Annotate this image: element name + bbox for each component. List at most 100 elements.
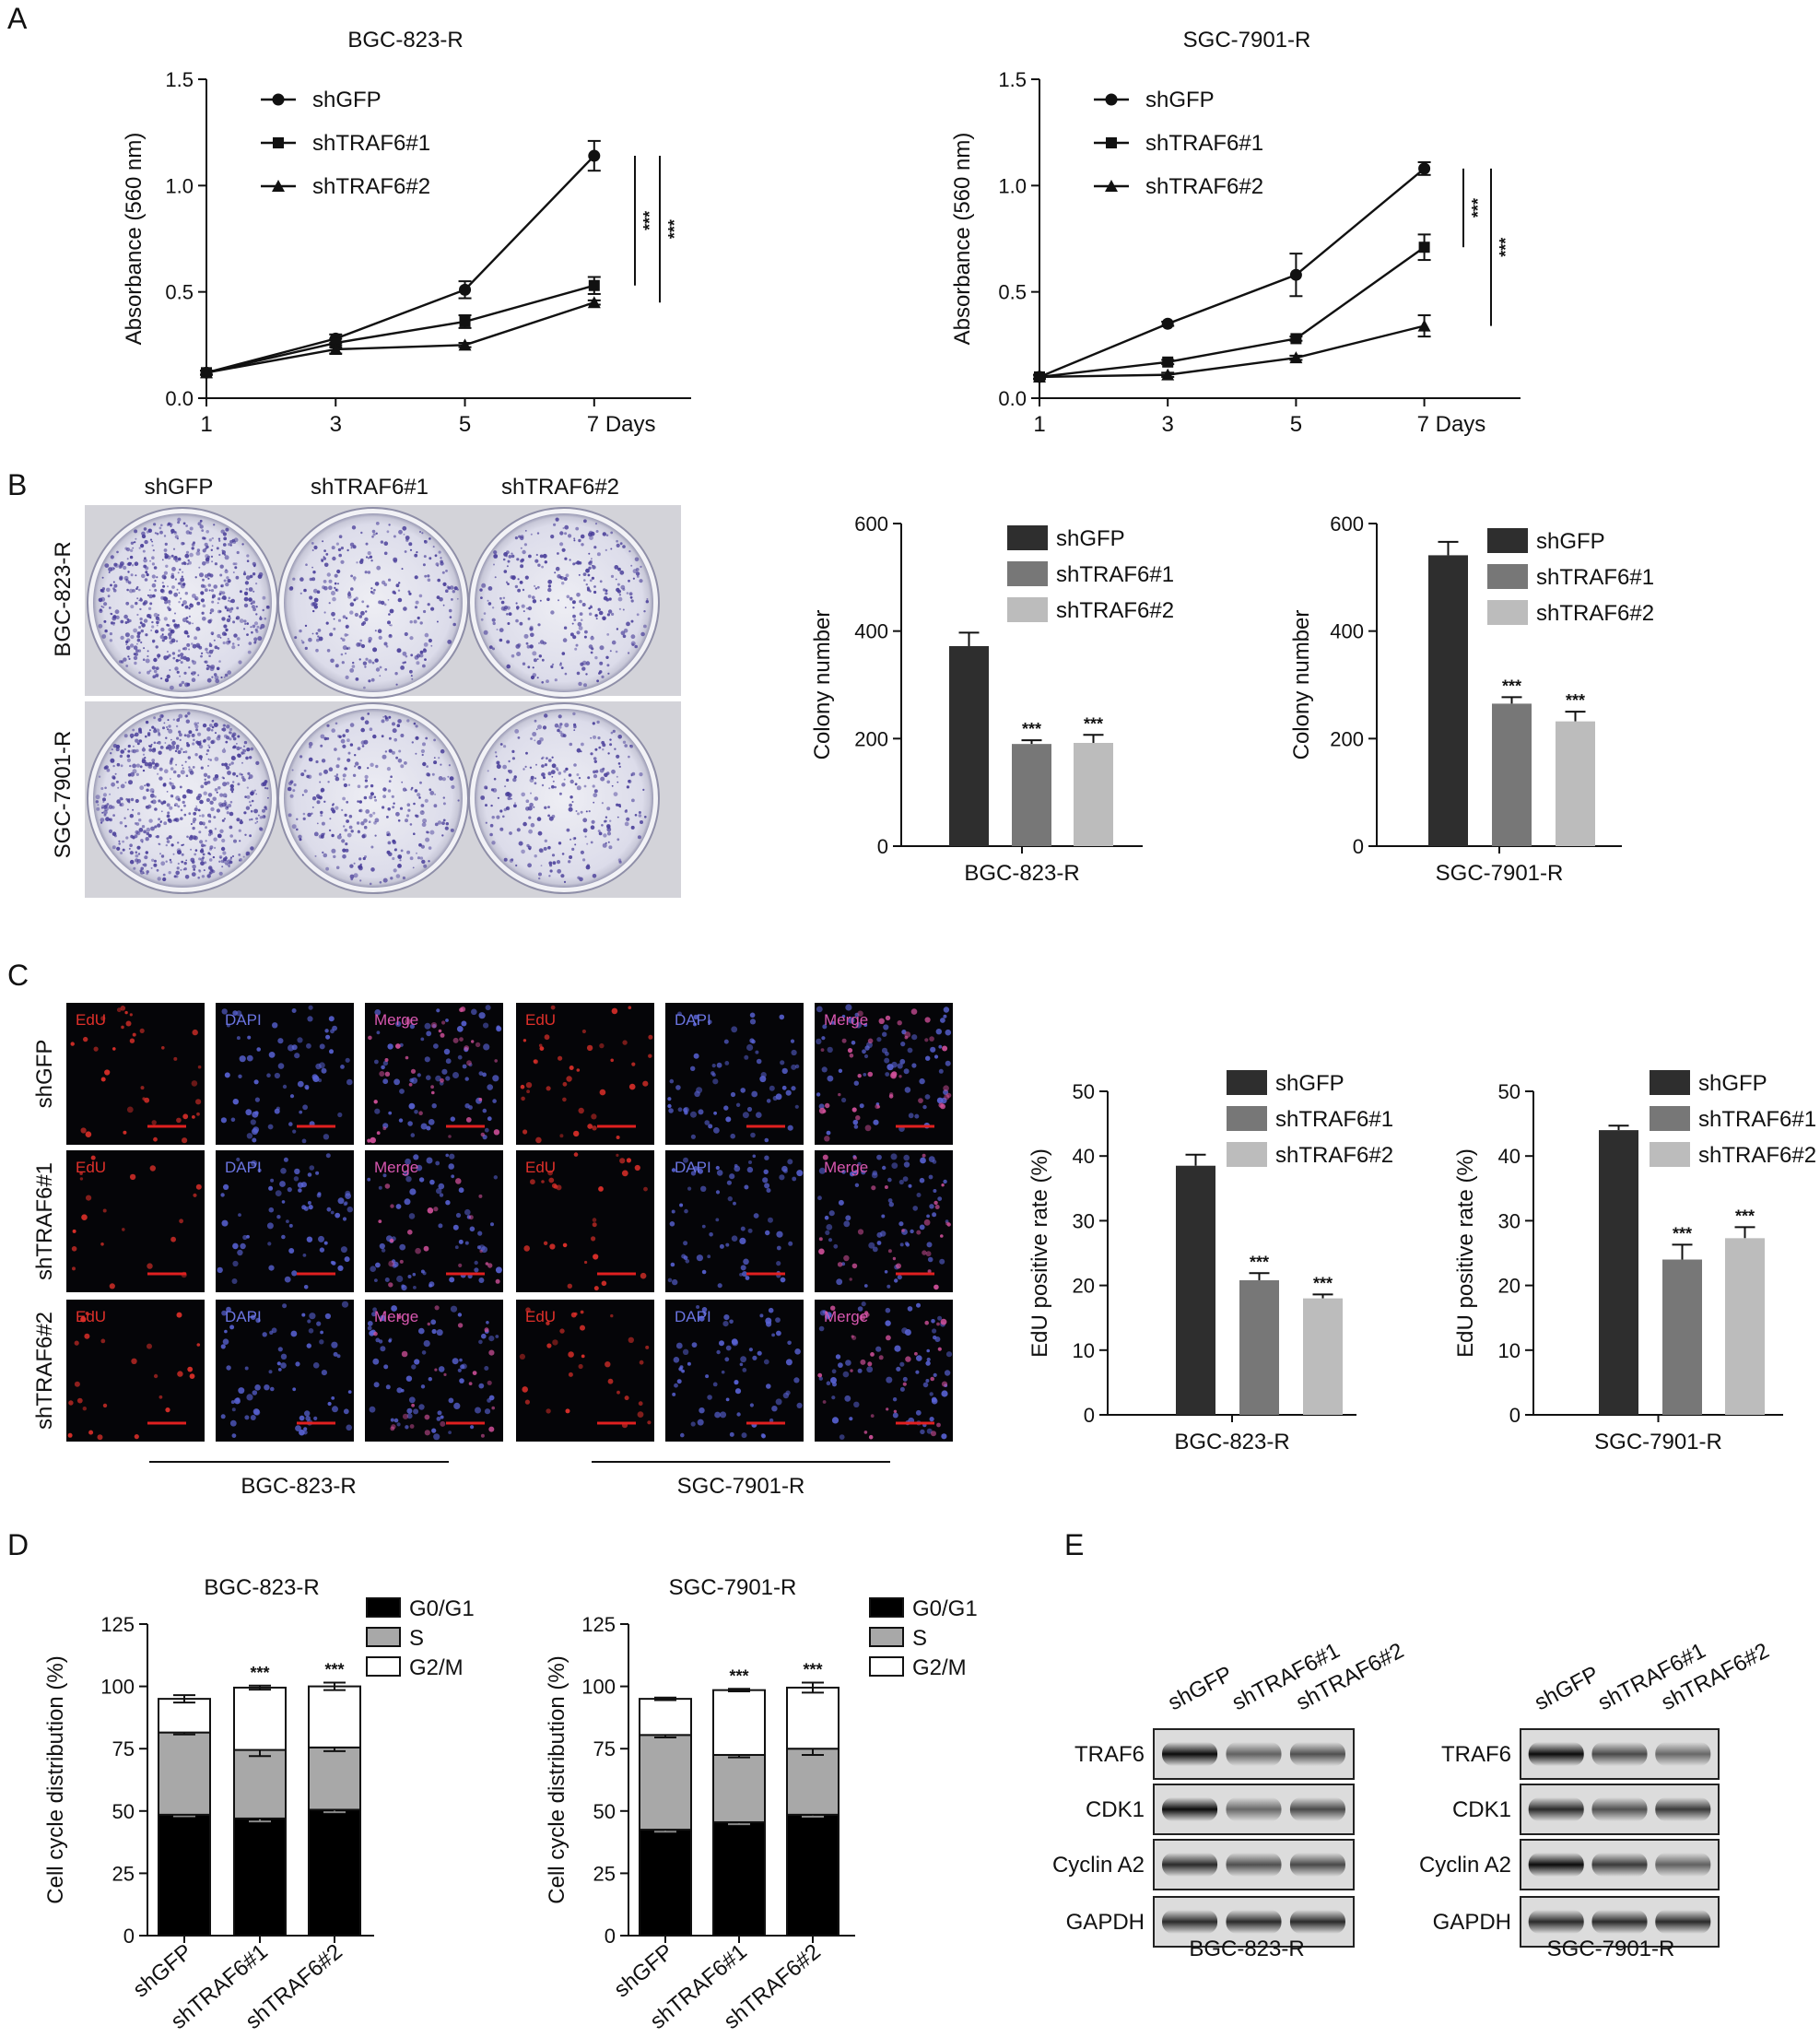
colony-dot — [231, 642, 235, 645]
chart-a1-legend-label: shTRAF6#1 — [312, 131, 430, 156]
nucleus-edu — [378, 1219, 382, 1223]
colony-dot — [112, 831, 117, 836]
colony-dot — [351, 525, 357, 530]
nucleus-dapi — [331, 1261, 336, 1266]
nucleus-dapi — [292, 1387, 297, 1392]
colony-dot — [611, 784, 614, 787]
colony-dot — [145, 633, 148, 637]
colony-dot — [425, 736, 429, 740]
colony-dot — [360, 622, 365, 626]
nucleus-dapi — [667, 1097, 672, 1101]
nucleus-dapi — [775, 1093, 782, 1101]
colony-dot — [109, 632, 112, 636]
colony-dot — [494, 576, 497, 579]
nucleus-dapi — [725, 1116, 732, 1123]
colony-dot — [153, 863, 158, 867]
chart-a2-legend-point — [1105, 93, 1118, 106]
nucleus-edu — [541, 1180, 545, 1183]
colony-dot — [617, 567, 621, 571]
nucleus-edu — [855, 1115, 861, 1121]
colony-dot — [166, 791, 169, 793]
colony-dot — [618, 594, 622, 596]
colony-dot — [210, 729, 214, 732]
colony-dot — [207, 832, 212, 837]
colony-dot — [152, 639, 156, 643]
nucleus-edu — [418, 1111, 423, 1115]
colony-dot — [211, 560, 214, 563]
colony-dot — [229, 811, 234, 817]
nucleus-edu — [626, 1158, 632, 1163]
colony-dot — [622, 740, 627, 744]
nucleus-edu — [100, 1242, 104, 1246]
colony-dot — [565, 767, 569, 771]
nucleus-dapi — [926, 1357, 931, 1362]
nucleus-dapi — [694, 1090, 700, 1098]
nucleus-edu — [401, 1350, 408, 1358]
colony-dot — [253, 808, 258, 814]
colony-dot — [563, 626, 568, 630]
colony-dot — [194, 597, 197, 601]
nucleus-dapi — [496, 1025, 500, 1030]
colony-dot — [319, 781, 322, 783]
colony-dot — [602, 616, 606, 621]
colony-dot — [640, 820, 643, 824]
colony-dot — [630, 634, 636, 640]
micrograph-background — [365, 1150, 503, 1292]
nucleus-edu — [440, 1077, 444, 1083]
nucleus-dapi — [250, 1314, 256, 1320]
colony-dot — [151, 858, 155, 862]
colony-dot — [223, 818, 226, 820]
nucleus-edu — [526, 1089, 530, 1094]
nucleus-dapi — [752, 1355, 757, 1360]
nucleus-dapi — [693, 1014, 699, 1020]
nucleus-dapi — [674, 1383, 678, 1388]
nucleus-edu — [484, 1327, 489, 1333]
colony-dot — [163, 635, 168, 641]
colony-dot — [317, 629, 322, 632]
nucleus-edu — [530, 1179, 535, 1185]
colony-dot — [563, 778, 566, 781]
colony-dot — [398, 749, 402, 753]
colony-dot — [614, 748, 616, 750]
colony-dot — [151, 544, 154, 547]
colony-dot — [217, 647, 220, 650]
nucleus-edu — [929, 1036, 934, 1042]
colony-dot — [440, 748, 445, 754]
colony-dot — [207, 744, 210, 747]
nucleus-edu — [916, 1230, 922, 1235]
colony-dot — [169, 640, 173, 644]
colony-dot — [221, 748, 227, 753]
colony-dot — [252, 624, 256, 629]
nucleus-dapi — [724, 1357, 730, 1362]
colony-dot — [590, 605, 593, 607]
colony-dot — [102, 797, 106, 802]
chart-d2-stack-segment — [639, 1829, 692, 1937]
colony-dot — [506, 565, 509, 568]
colony-dot — [124, 782, 127, 783]
colony-dot — [246, 559, 250, 562]
colony-dot — [177, 850, 182, 855]
nucleus-dapi — [330, 1029, 335, 1034]
colony-dot — [315, 759, 319, 764]
blot-band — [1591, 1742, 1648, 1766]
colony-dot — [601, 802, 605, 805]
colony-dot — [209, 845, 214, 850]
colony-dot — [130, 834, 134, 839]
colony-dot — [639, 579, 643, 583]
colony-dot — [193, 738, 195, 742]
colony-dot — [550, 770, 556, 774]
colony-dot — [490, 804, 493, 807]
chart-c1-legend-label: shGFP — [1275, 1071, 1344, 1096]
colony-dot — [173, 623, 178, 628]
nucleus-dapi — [231, 1433, 237, 1438]
chart-d2-legend-label: G0/G1 — [912, 1596, 978, 1621]
colony-dot — [212, 796, 217, 802]
nucleus-dapi — [378, 1185, 382, 1190]
colony-dot — [158, 618, 161, 621]
nucleus-dapi — [393, 1078, 400, 1086]
colony-dot — [607, 752, 610, 755]
nucleus-dapi — [711, 1073, 716, 1077]
colony-dot — [591, 647, 594, 651]
colony-dot — [491, 816, 495, 819]
